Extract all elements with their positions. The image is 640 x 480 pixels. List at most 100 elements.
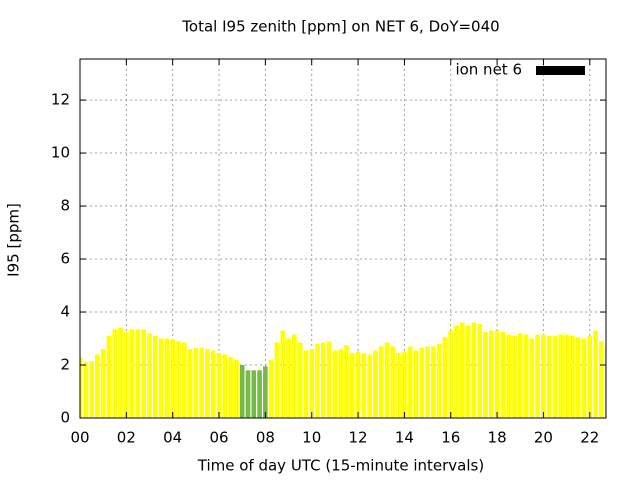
x-tick-label: 08 bbox=[256, 429, 275, 447]
bar bbox=[268, 359, 274, 418]
x-tick-label: 18 bbox=[488, 429, 507, 447]
bar bbox=[245, 370, 251, 418]
y-tick-label: 6 bbox=[60, 250, 70, 268]
bar bbox=[222, 354, 228, 418]
bar bbox=[407, 346, 413, 418]
x-tick-label: 10 bbox=[302, 429, 321, 447]
bar bbox=[228, 357, 233, 418]
bar bbox=[205, 349, 210, 418]
bar bbox=[251, 370, 257, 418]
bar bbox=[303, 350, 309, 418]
bar bbox=[488, 330, 494, 418]
legend: ion net 6 bbox=[455, 61, 585, 79]
y-tick-label: 12 bbox=[51, 91, 70, 109]
legend-label: ion net 6 bbox=[455, 61, 522, 79]
bar bbox=[147, 333, 152, 418]
bar bbox=[570, 335, 575, 418]
plot-border bbox=[79, 58, 607, 419]
bar bbox=[355, 351, 361, 418]
bar bbox=[448, 330, 454, 418]
y-axis-label: I95 [ppm] bbox=[5, 203, 23, 277]
bar bbox=[239, 365, 245, 418]
bar bbox=[181, 342, 187, 418]
bar bbox=[471, 322, 477, 418]
bar bbox=[425, 346, 430, 418]
bar bbox=[454, 325, 459, 418]
bar bbox=[558, 334, 564, 418]
x-tick-label: 06 bbox=[209, 429, 228, 447]
bar bbox=[297, 342, 303, 418]
bar bbox=[552, 335, 558, 418]
bar bbox=[517, 333, 523, 418]
bar bbox=[500, 331, 506, 418]
bar bbox=[373, 350, 378, 418]
bar bbox=[541, 334, 546, 418]
bar bbox=[216, 353, 222, 418]
bar bbox=[326, 341, 332, 418]
bar bbox=[274, 342, 280, 418]
bar bbox=[419, 347, 425, 418]
bar bbox=[546, 335, 552, 418]
bar bbox=[442, 337, 448, 418]
x-axis-label: Time of day UTC (15-minute intervals) bbox=[197, 457, 484, 475]
bar bbox=[141, 329, 147, 418]
bar bbox=[367, 354, 372, 418]
bar bbox=[124, 331, 129, 418]
bar bbox=[599, 341, 604, 418]
bar bbox=[378, 346, 384, 418]
bar bbox=[83, 362, 89, 418]
bar bbox=[344, 345, 349, 418]
bar bbox=[581, 338, 587, 418]
bar bbox=[100, 349, 106, 418]
bar bbox=[257, 370, 262, 418]
bar bbox=[523, 334, 529, 418]
x-tick-label: 20 bbox=[534, 429, 553, 447]
bar bbox=[112, 329, 118, 418]
bar bbox=[575, 337, 581, 418]
bar bbox=[332, 350, 338, 418]
bar bbox=[529, 338, 535, 418]
bar bbox=[164, 338, 170, 418]
y-tick-label: 4 bbox=[60, 303, 70, 321]
bar bbox=[402, 351, 407, 418]
x-tick-label: 16 bbox=[441, 429, 460, 447]
y-tick-label: 10 bbox=[51, 144, 70, 162]
bars bbox=[80, 322, 606, 418]
bar bbox=[129, 329, 135, 418]
bar bbox=[396, 353, 401, 418]
bar bbox=[460, 322, 465, 418]
bar bbox=[170, 339, 176, 418]
bar bbox=[106, 335, 112, 418]
bar bbox=[535, 334, 540, 418]
bar bbox=[361, 353, 367, 418]
bar bbox=[483, 331, 488, 418]
y-tick-label: 8 bbox=[60, 197, 70, 215]
bar bbox=[234, 359, 239, 418]
bar bbox=[286, 338, 291, 418]
bar bbox=[210, 350, 216, 418]
bar bbox=[199, 347, 204, 418]
chart-title: Total I95 zenith [ppm] on NET 6, DoY=040 bbox=[181, 18, 499, 36]
bar bbox=[263, 366, 268, 418]
bar bbox=[349, 353, 355, 418]
bar bbox=[564, 334, 569, 418]
bar bbox=[338, 349, 343, 418]
bar bbox=[431, 346, 436, 418]
bar bbox=[158, 338, 164, 418]
bar bbox=[193, 347, 199, 418]
bar bbox=[384, 342, 390, 418]
bar bbox=[593, 330, 598, 418]
x-tick-label: 14 bbox=[395, 429, 414, 447]
x-tick-label: 00 bbox=[70, 429, 89, 447]
x-tick-label: 02 bbox=[117, 429, 136, 447]
bar bbox=[413, 350, 419, 418]
bar bbox=[436, 343, 442, 418]
bar bbox=[89, 361, 94, 418]
bar bbox=[187, 349, 193, 418]
bar bbox=[315, 343, 320, 418]
bar bbox=[390, 346, 396, 418]
bar bbox=[604, 346, 606, 418]
bar bbox=[309, 349, 315, 418]
